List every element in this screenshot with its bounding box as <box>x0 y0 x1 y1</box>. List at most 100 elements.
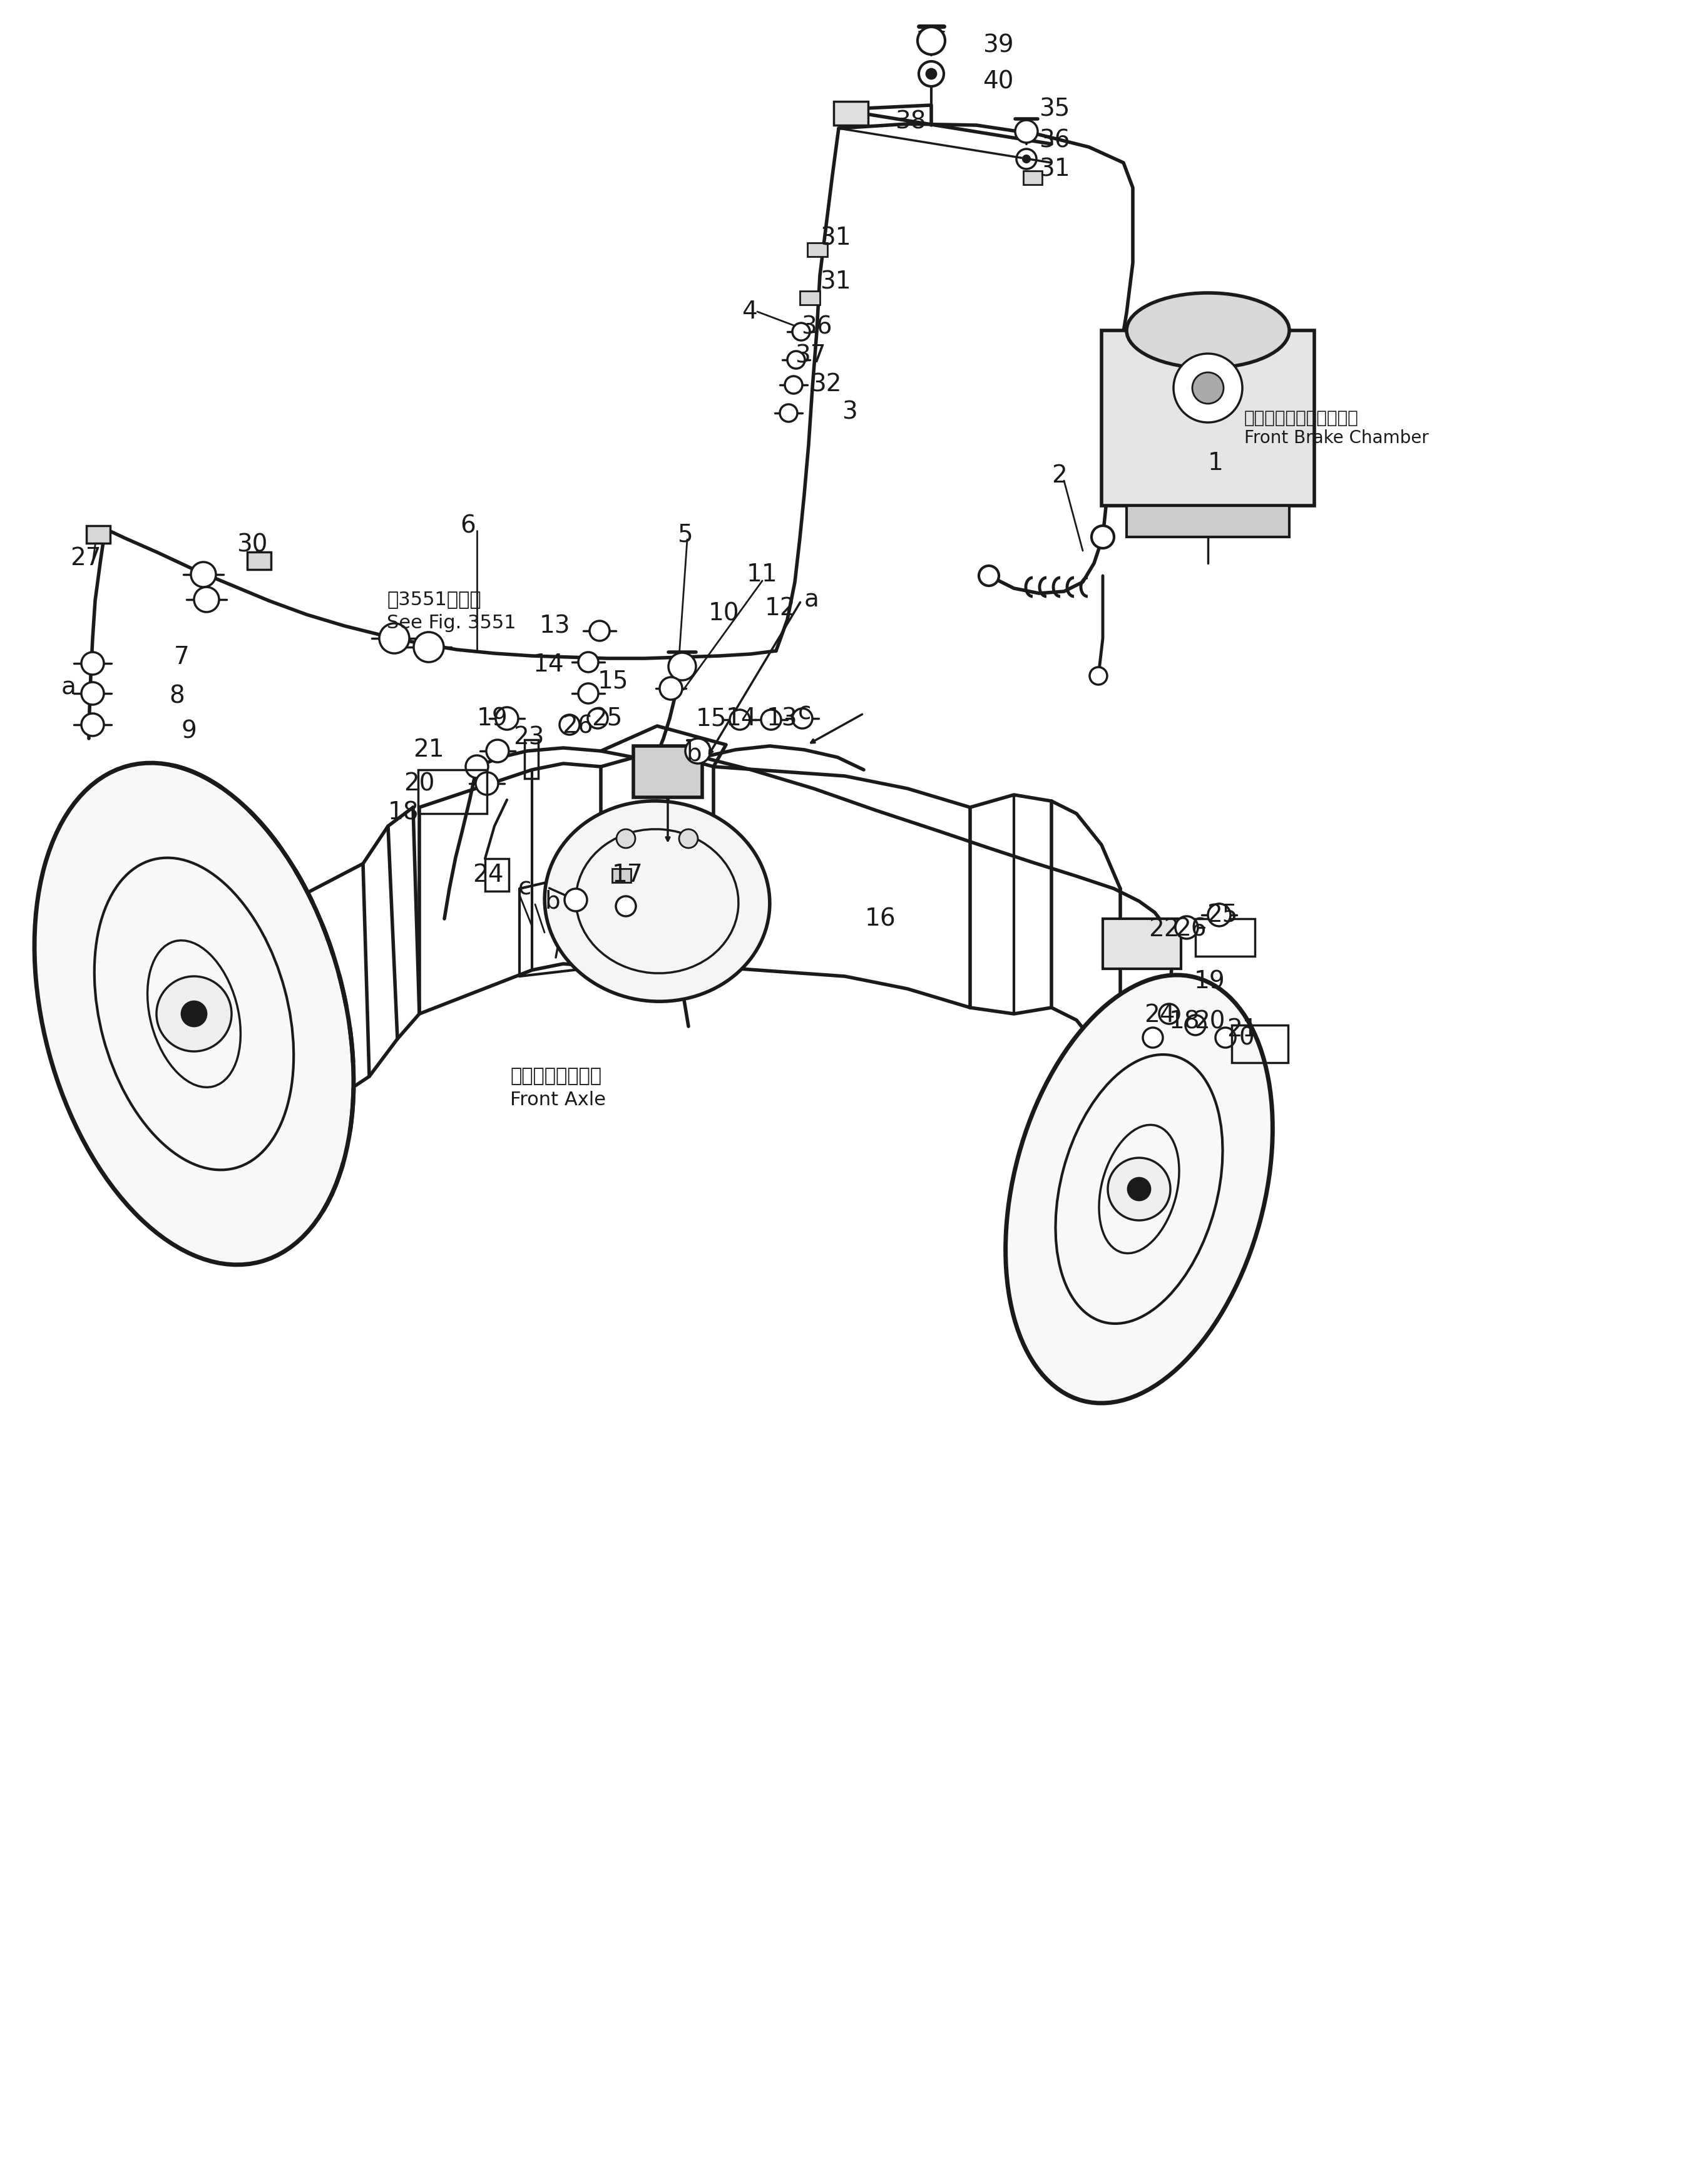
Text: 37: 37 <box>794 344 827 368</box>
Text: 19: 19 <box>477 706 507 730</box>
Circle shape <box>1015 119 1038 143</box>
Text: 0: 0 <box>1240 1027 1255 1051</box>
Circle shape <box>466 756 488 778</box>
Circle shape <box>181 1001 207 1027</box>
Circle shape <box>1143 1027 1163 1048</box>
Bar <box>799 290 820 305</box>
Text: 38: 38 <box>895 110 926 134</box>
Circle shape <box>1192 373 1223 403</box>
Ellipse shape <box>1056 1055 1223 1323</box>
Bar <box>1127 505 1290 537</box>
Circle shape <box>157 977 232 1051</box>
Text: 19: 19 <box>1194 970 1225 994</box>
Text: See Fig. 3551: See Fig. 3551 <box>386 615 516 632</box>
Text: 26: 26 <box>1175 918 1206 942</box>
Circle shape <box>1108 1159 1170 1219</box>
Circle shape <box>1175 916 1197 938</box>
Circle shape <box>379 624 410 654</box>
Circle shape <box>979 565 999 585</box>
Text: 12: 12 <box>765 596 796 619</box>
Text: 21: 21 <box>1226 1018 1257 1042</box>
Text: 13: 13 <box>540 613 570 637</box>
Text: 17: 17 <box>611 862 644 886</box>
Bar <box>485 858 509 890</box>
Bar <box>611 869 630 882</box>
Text: フロントブレーキャンパ: フロントブレーキャンパ <box>1243 409 1358 427</box>
Bar <box>1196 918 1255 955</box>
Circle shape <box>917 26 945 54</box>
Text: Front Axle: Front Axle <box>511 1092 606 1109</box>
Circle shape <box>1090 667 1107 684</box>
Circle shape <box>589 622 610 641</box>
Text: 3: 3 <box>842 401 857 425</box>
Circle shape <box>1185 1016 1206 1035</box>
Bar <box>834 102 868 126</box>
Bar <box>1023 171 1042 184</box>
Circle shape <box>495 706 518 730</box>
Text: Front Brake Chamber: Front Brake Chamber <box>1243 429 1430 446</box>
Bar <box>808 243 827 256</box>
Circle shape <box>588 708 608 728</box>
Ellipse shape <box>576 830 738 973</box>
Circle shape <box>1160 1003 1179 1025</box>
Circle shape <box>729 710 750 730</box>
Text: 14: 14 <box>533 652 564 676</box>
Text: 8: 8 <box>169 684 184 708</box>
Ellipse shape <box>1127 292 1290 368</box>
Circle shape <box>565 888 588 912</box>
Text: a: a <box>804 587 820 611</box>
Circle shape <box>680 830 699 849</box>
Text: b: b <box>687 743 702 767</box>
Text: 9: 9 <box>181 719 196 743</box>
Circle shape <box>82 682 104 704</box>
Circle shape <box>793 708 813 728</box>
Text: 7: 7 <box>174 645 190 669</box>
Bar <box>87 526 109 544</box>
Circle shape <box>787 351 804 368</box>
Text: 31: 31 <box>820 225 851 249</box>
Text: 32: 32 <box>811 373 842 396</box>
Text: 20: 20 <box>1194 1009 1225 1033</box>
Circle shape <box>579 652 598 671</box>
Text: c: c <box>518 875 531 899</box>
Circle shape <box>579 684 598 704</box>
Ellipse shape <box>545 801 770 1001</box>
Text: 24: 24 <box>1144 1003 1175 1027</box>
Circle shape <box>487 741 509 762</box>
Text: 18: 18 <box>1168 1009 1201 1033</box>
Text: 26: 26 <box>562 715 593 739</box>
Circle shape <box>793 323 810 340</box>
Circle shape <box>191 561 215 587</box>
Text: 14: 14 <box>726 706 757 730</box>
Bar <box>418 769 487 814</box>
Circle shape <box>659 678 681 700</box>
Circle shape <box>1208 903 1230 927</box>
Text: 40: 40 <box>982 69 1013 93</box>
Text: 1: 1 <box>1208 451 1223 474</box>
Text: フロントアクスル: フロントアクスル <box>511 1068 601 1085</box>
Bar <box>524 741 538 778</box>
Circle shape <box>617 897 635 916</box>
Circle shape <box>82 713 104 736</box>
Text: 31: 31 <box>1038 158 1069 182</box>
Text: 2: 2 <box>1052 464 1068 487</box>
Text: 18: 18 <box>388 801 418 825</box>
Text: 22: 22 <box>1148 918 1180 942</box>
Circle shape <box>475 773 499 795</box>
Text: 16: 16 <box>864 908 897 931</box>
Text: 13: 13 <box>767 706 798 730</box>
Text: 35: 35 <box>1038 97 1069 121</box>
Text: 23: 23 <box>512 726 545 749</box>
Ellipse shape <box>94 858 294 1170</box>
Text: 25: 25 <box>591 706 622 730</box>
Circle shape <box>1216 1027 1235 1048</box>
Text: b: b <box>545 890 560 914</box>
Text: 36: 36 <box>801 314 832 338</box>
Text: 11: 11 <box>746 563 777 587</box>
Bar <box>1102 331 1315 505</box>
Text: 27: 27 <box>70 546 101 570</box>
Text: 15: 15 <box>598 669 629 693</box>
Circle shape <box>668 652 695 680</box>
Text: 25: 25 <box>1206 903 1238 927</box>
Circle shape <box>560 715 579 734</box>
